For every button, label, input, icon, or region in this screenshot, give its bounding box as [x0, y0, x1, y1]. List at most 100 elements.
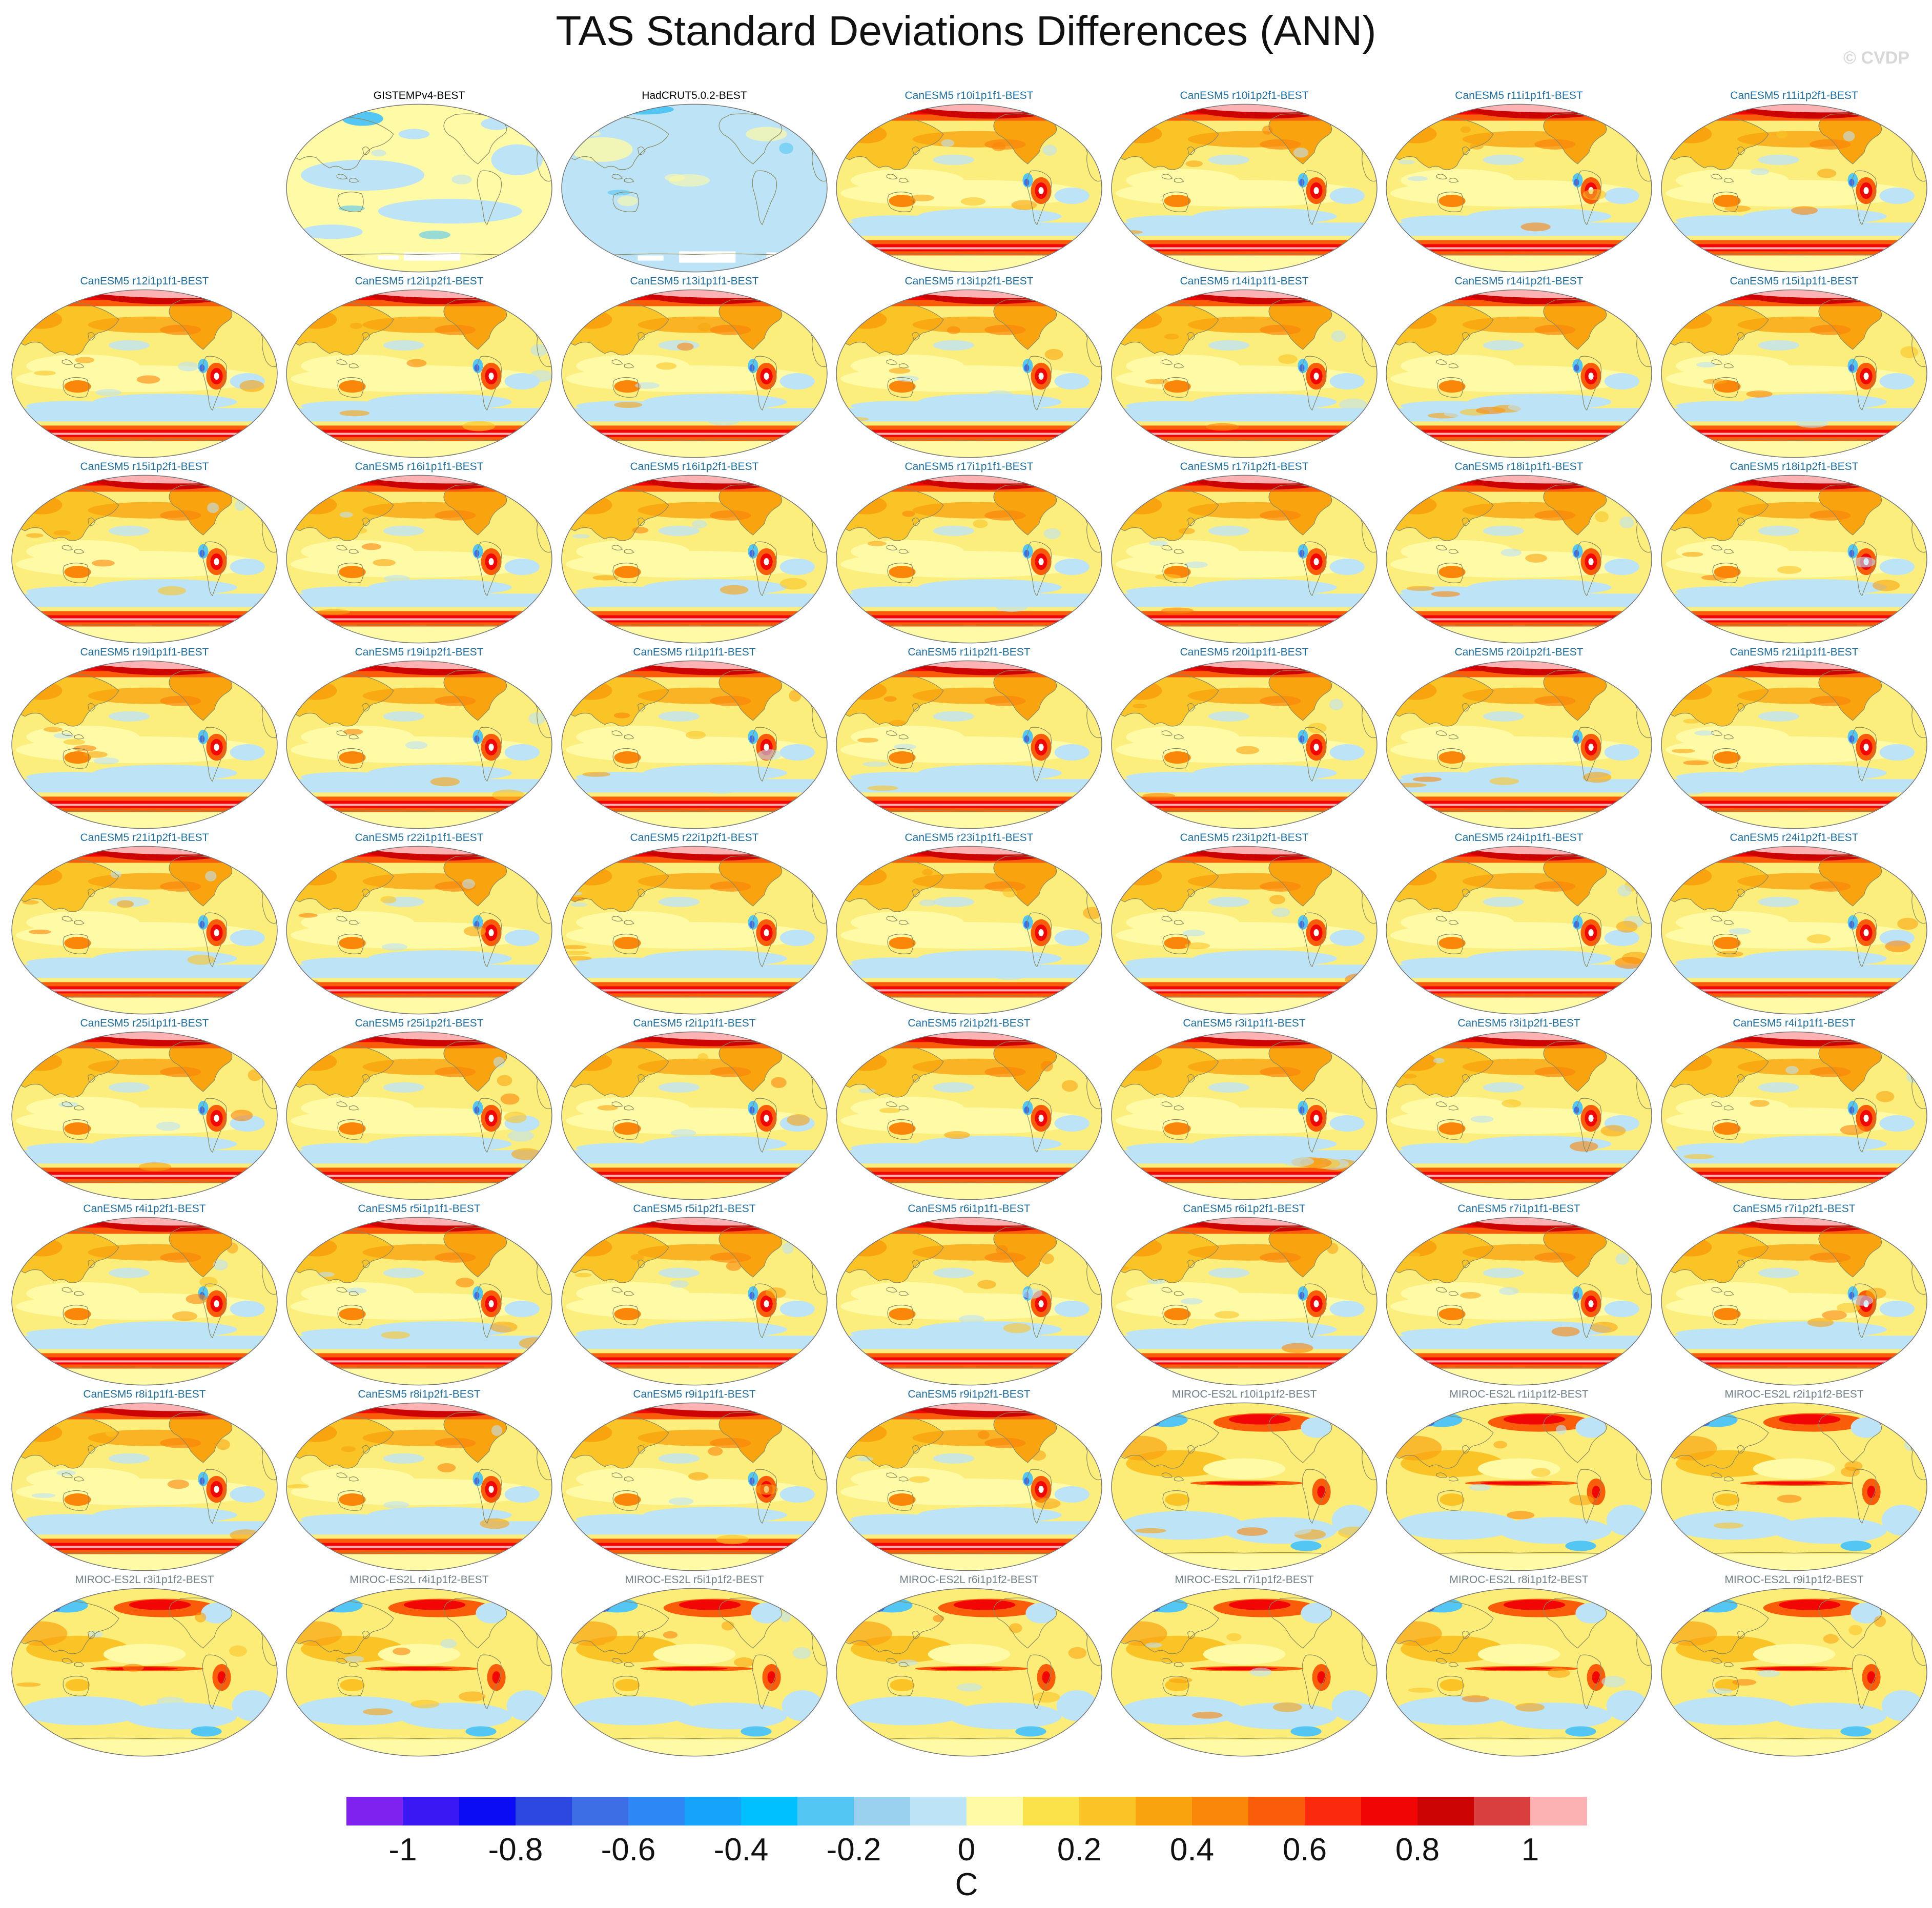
panel-title: MIROC-ES2L r3i1p1f2-BEST	[75, 1574, 214, 1586]
colorbar-swatch	[1530, 1797, 1587, 1825]
map-panel: CanESM5 r3i1p1f1-BEST	[1106, 1017, 1383, 1202]
world-map	[11, 846, 278, 1015]
world-map	[1386, 660, 1652, 829]
map-panel: CanESM5 r2i1p1f1-BEST	[556, 1017, 833, 1202]
colorbar-tick-label: -0.6	[601, 1832, 656, 1868]
panel-title: CanESM5 r19i1p2f1-BEST	[355, 646, 484, 658]
world-map	[1661, 475, 1927, 644]
panel-title: CanESM5 r8i1p2f1-BEST	[358, 1388, 481, 1400]
panel-title: CanESM5 r9i1p1f1-BEST	[633, 1388, 756, 1400]
panel-title: CanESM5 r23i1p2f1-BEST	[1180, 832, 1309, 844]
panel-title: CanESM5 r20i1p1f1-BEST	[1180, 646, 1309, 658]
panel-title: MIROC-ES2L r1i1p1f2-BEST	[1449, 1388, 1589, 1400]
map-panel: GISTEMPv4-BEST	[281, 89, 558, 275]
map-panel: CanESM5 r16i1p1f1-BEST	[281, 460, 558, 646]
map-panel: CanESM5 r3i1p2f1-BEST	[1381, 1017, 1657, 1202]
world-map	[1386, 846, 1652, 1015]
colorbar-tick-label: 1	[1521, 1832, 1539, 1868]
map-panel: CanESM5 r21i1p1f1-BEST	[1656, 646, 1932, 831]
panel-title: CanESM5 r14i1p2f1-BEST	[1454, 275, 1584, 287]
world-map	[836, 104, 1102, 273]
panel-title: CanESM5 r6i1p1f1-BEST	[908, 1203, 1031, 1215]
panel-title: CanESM5 r16i1p2f1-BEST	[630, 461, 759, 473]
colorbar-tick-label: -1	[388, 1832, 417, 1868]
map-panel: CanESM5 r5i1p2f1-BEST	[556, 1202, 833, 1388]
world-map	[1111, 289, 1378, 458]
panel-title: CanESM5 r10i1p1f1-BEST	[905, 90, 1034, 101]
colorbar-swatch	[628, 1797, 685, 1825]
world-map	[286, 846, 552, 1015]
colorbar	[346, 1797, 1587, 1828]
world-map	[1661, 1588, 1927, 1757]
map-panel: CanESM5 r1i1p1f1-BEST	[556, 646, 833, 831]
map-panel: MIROC-ES2L r6i1p1f2-BEST	[831, 1573, 1107, 1759]
world-map	[836, 846, 1102, 1015]
colorbar-swatch	[403, 1797, 460, 1825]
world-map	[1661, 289, 1927, 458]
map-panel: CanESM5 r5i1p1f1-BEST	[281, 1202, 558, 1388]
colorbar-swatch	[797, 1797, 854, 1825]
panel-title: MIROC-ES2L r8i1p1f2-BEST	[1449, 1574, 1589, 1586]
colorbar-tick-label: 0.8	[1395, 1832, 1440, 1868]
colorbar-tick-label: 0.2	[1057, 1832, 1102, 1868]
map-panel: CanESM5 r14i1p1f1-BEST	[1106, 275, 1383, 460]
map-panel: CanESM5 r23i1p1f1-BEST	[831, 831, 1107, 1017]
world-map	[11, 1402, 278, 1571]
world-map	[561, 846, 828, 1015]
panel-title: CanESM5 r7i1p1f1-BEST	[1457, 1203, 1580, 1215]
map-panel: CanESM5 r6i1p2f1-BEST	[1106, 1202, 1383, 1388]
map-panel: CanESM5 r21i1p2f1-BEST	[6, 831, 283, 1017]
map-panel: CanESM5 r23i1p2f1-BEST	[1106, 831, 1383, 1017]
colorbar-swatch	[1305, 1797, 1362, 1825]
copyright-watermark: © CVDP	[1843, 48, 1909, 68]
map-panel: CanESM5 r15i1p1f1-BEST	[1656, 275, 1932, 460]
colorbar-swatch	[910, 1797, 967, 1825]
map-panel: CanESM5 r4i1p2f1-BEST	[6, 1202, 283, 1388]
world-map	[1661, 1217, 1927, 1386]
world-map	[11, 475, 278, 644]
world-map	[561, 1588, 828, 1757]
world-map	[1111, 1588, 1378, 1757]
panel-title: CanESM5 r7i1p2f1-BEST	[1733, 1203, 1856, 1215]
map-panel: CanESM5 r8i1p2f1-BEST	[281, 1388, 558, 1573]
map-panel: CanESM5 r17i1p1f1-BEST	[831, 460, 1107, 646]
panel-title: CanESM5 r14i1p1f1-BEST	[1180, 275, 1309, 287]
colorbar-tick-label: 0.4	[1169, 1832, 1215, 1868]
colorbar-tick-label: -0.2	[826, 1832, 881, 1868]
panel-title: CanESM5 r2i1p2f1-BEST	[908, 1017, 1031, 1029]
colorbar-swatch	[967, 1797, 1023, 1825]
map-panel: CanESM5 r15i1p2f1-BEST	[6, 460, 283, 646]
world-map	[286, 1402, 552, 1571]
world-map	[561, 660, 828, 829]
map-panel: MIROC-ES2L r2i1p1f2-BEST	[1656, 1388, 1932, 1573]
world-map	[561, 289, 828, 458]
world-map	[836, 475, 1102, 644]
panel-title: CanESM5 r25i1p2f1-BEST	[355, 1017, 484, 1029]
map-panel: CanESM5 r4i1p1f1-BEST	[1656, 1017, 1932, 1202]
panel-title: GISTEMPv4-BEST	[373, 90, 465, 101]
map-panel: HadCRUT5.0.2-BEST	[556, 89, 833, 275]
colorbar-swatch	[516, 1797, 572, 1825]
map-panel: MIROC-ES2L r1i1p1f2-BEST	[1381, 1388, 1657, 1573]
colorbar-swatch	[1474, 1797, 1531, 1825]
panel-title: CanESM5 r15i1p2f1-BEST	[80, 461, 209, 473]
world-map	[1386, 1588, 1652, 1757]
world-map	[1111, 660, 1378, 829]
panel-title: CanESM5 r12i1p1f1-BEST	[80, 275, 209, 287]
panel-title: MIROC-ES2L r10i1p1f2-BEST	[1171, 1388, 1317, 1400]
colorbar-swatch	[685, 1797, 742, 1825]
world-map	[1111, 1217, 1378, 1386]
world-map	[1111, 1031, 1378, 1200]
panel-title: CanESM5 r13i1p2f1-BEST	[905, 275, 1034, 287]
colorbar-tick-label: -0.4	[713, 1832, 769, 1868]
world-map	[836, 289, 1102, 458]
panel-title: CanESM5 r13i1p1f1-BEST	[630, 275, 759, 287]
panel-title: MIROC-ES2L r6i1p1f2-BEST	[899, 1574, 1039, 1586]
map-panel: CanESM5 r13i1p2f1-BEST	[831, 275, 1107, 460]
panel-title: CanESM5 r25i1p1f1-BEST	[80, 1017, 209, 1029]
map-panel: CanESM5 r12i1p1f1-BEST	[6, 275, 283, 460]
map-panel: CanESM5 r17i1p2f1-BEST	[1106, 460, 1383, 646]
panel-title: CanESM5 r11i1p2f1-BEST	[1730, 90, 1858, 101]
map-panel: CanESM5 r1i1p2f1-BEST	[831, 646, 1107, 831]
